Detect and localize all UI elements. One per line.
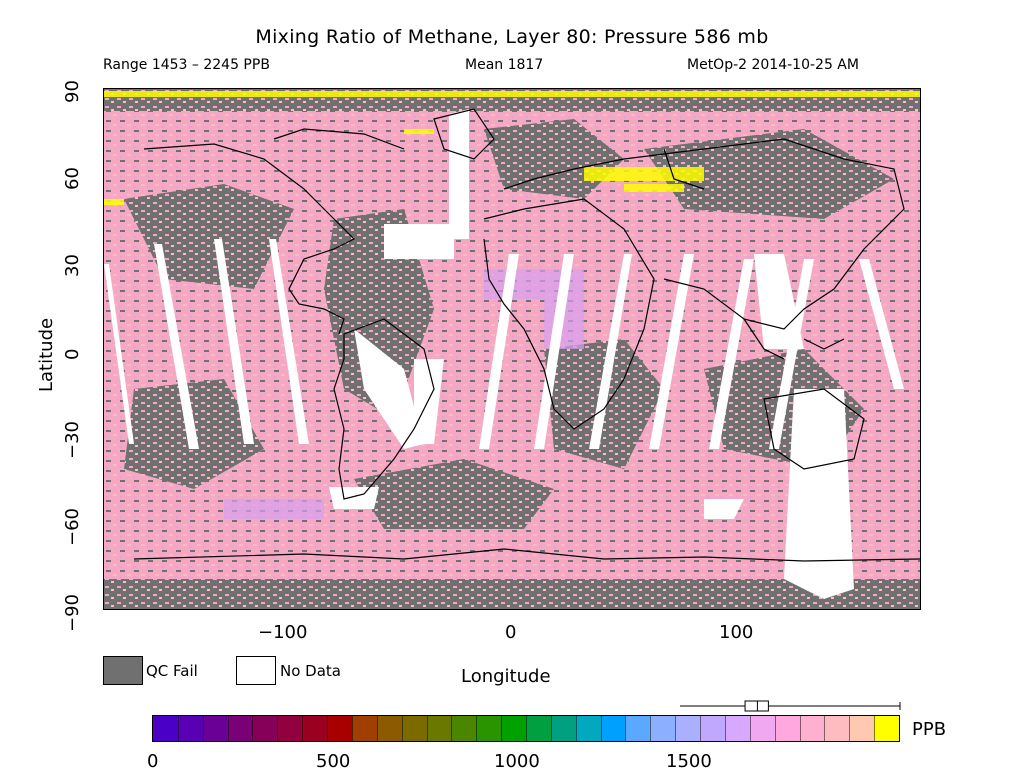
ytick-label: −60 [62,508,83,546]
map-canvas [104,89,920,609]
colorbar-segment [401,716,428,741]
no-data-swatch [236,656,276,685]
colorbar-segment [376,716,403,741]
colorbar-segment [277,716,303,741]
colorbar-unit-label: PPB [912,719,947,740]
ytick-label: 0 [62,348,83,360]
colorbar-segment [351,716,378,741]
colorbar-segment [625,716,651,741]
colorbar-segment [700,716,726,741]
ytick-label: −90 [62,594,83,632]
xtick-label: 0 [505,622,517,643]
colorbar-segment [302,716,328,741]
colorbar-segment [874,716,900,741]
mean-label: Mean 1817 [465,57,544,73]
range-label: Range 1453 – 2245 PPB [103,57,270,73]
colorbar-tick-label: 1000 [494,751,540,772]
colorbar-segment [202,716,229,741]
colorbar-segment [327,716,353,741]
ytick-label: −30 [62,421,83,459]
colorbar-segment [252,716,278,741]
colorbar-segment [799,716,825,741]
methane-map [103,88,921,610]
ytick-label: 90 [62,80,83,103]
distribution-boxplot [680,700,901,712]
colorbar [152,715,900,742]
qc-fail-swatch [103,656,143,685]
colorbar-segment [153,716,179,741]
colorbar-segment [774,716,801,741]
colorbar-segment [550,716,577,741]
colorbar-tick-label: 1500 [666,751,712,772]
colorbar-segment [451,716,477,741]
colorbar-tick-label: 500 [316,751,351,772]
ytick-label: 60 [62,167,83,190]
chart-title: Mixing Ratio of Methane, Layer 80: Press… [255,26,769,48]
coastlines [133,108,920,562]
boxplot-box [744,700,769,712]
ytick-label: 30 [62,254,83,277]
colorbar-segment [501,716,527,741]
colorbar-segment [650,716,676,741]
y-axis-label: Latitude [36,317,57,392]
xtick-label: 100 [719,622,754,643]
x-axis-label: Longitude [461,666,551,687]
colorbar-segment [426,716,452,741]
colorbar-segment [526,716,552,741]
colorbar-segment [675,716,701,741]
colorbar-segment [724,716,751,741]
colorbar-segment [227,716,253,741]
colorbar-segment [849,716,875,741]
no-data-label: No Data [280,662,341,680]
colorbar-tick-label: 0 [147,751,159,772]
colorbar-segment [575,716,602,741]
source-date-label: MetOp-2 2014-10-25 AM [687,57,859,73]
colorbar-segment [476,716,502,741]
colorbar-segment [824,716,850,741]
colorbar-segment [177,716,204,741]
qc-fail-label: QC Fail [146,662,198,680]
colorbar-segment [749,716,776,741]
colorbar-segment [600,716,626,741]
xtick-label: −100 [258,622,308,643]
no-data-swaths [104,109,904,599]
